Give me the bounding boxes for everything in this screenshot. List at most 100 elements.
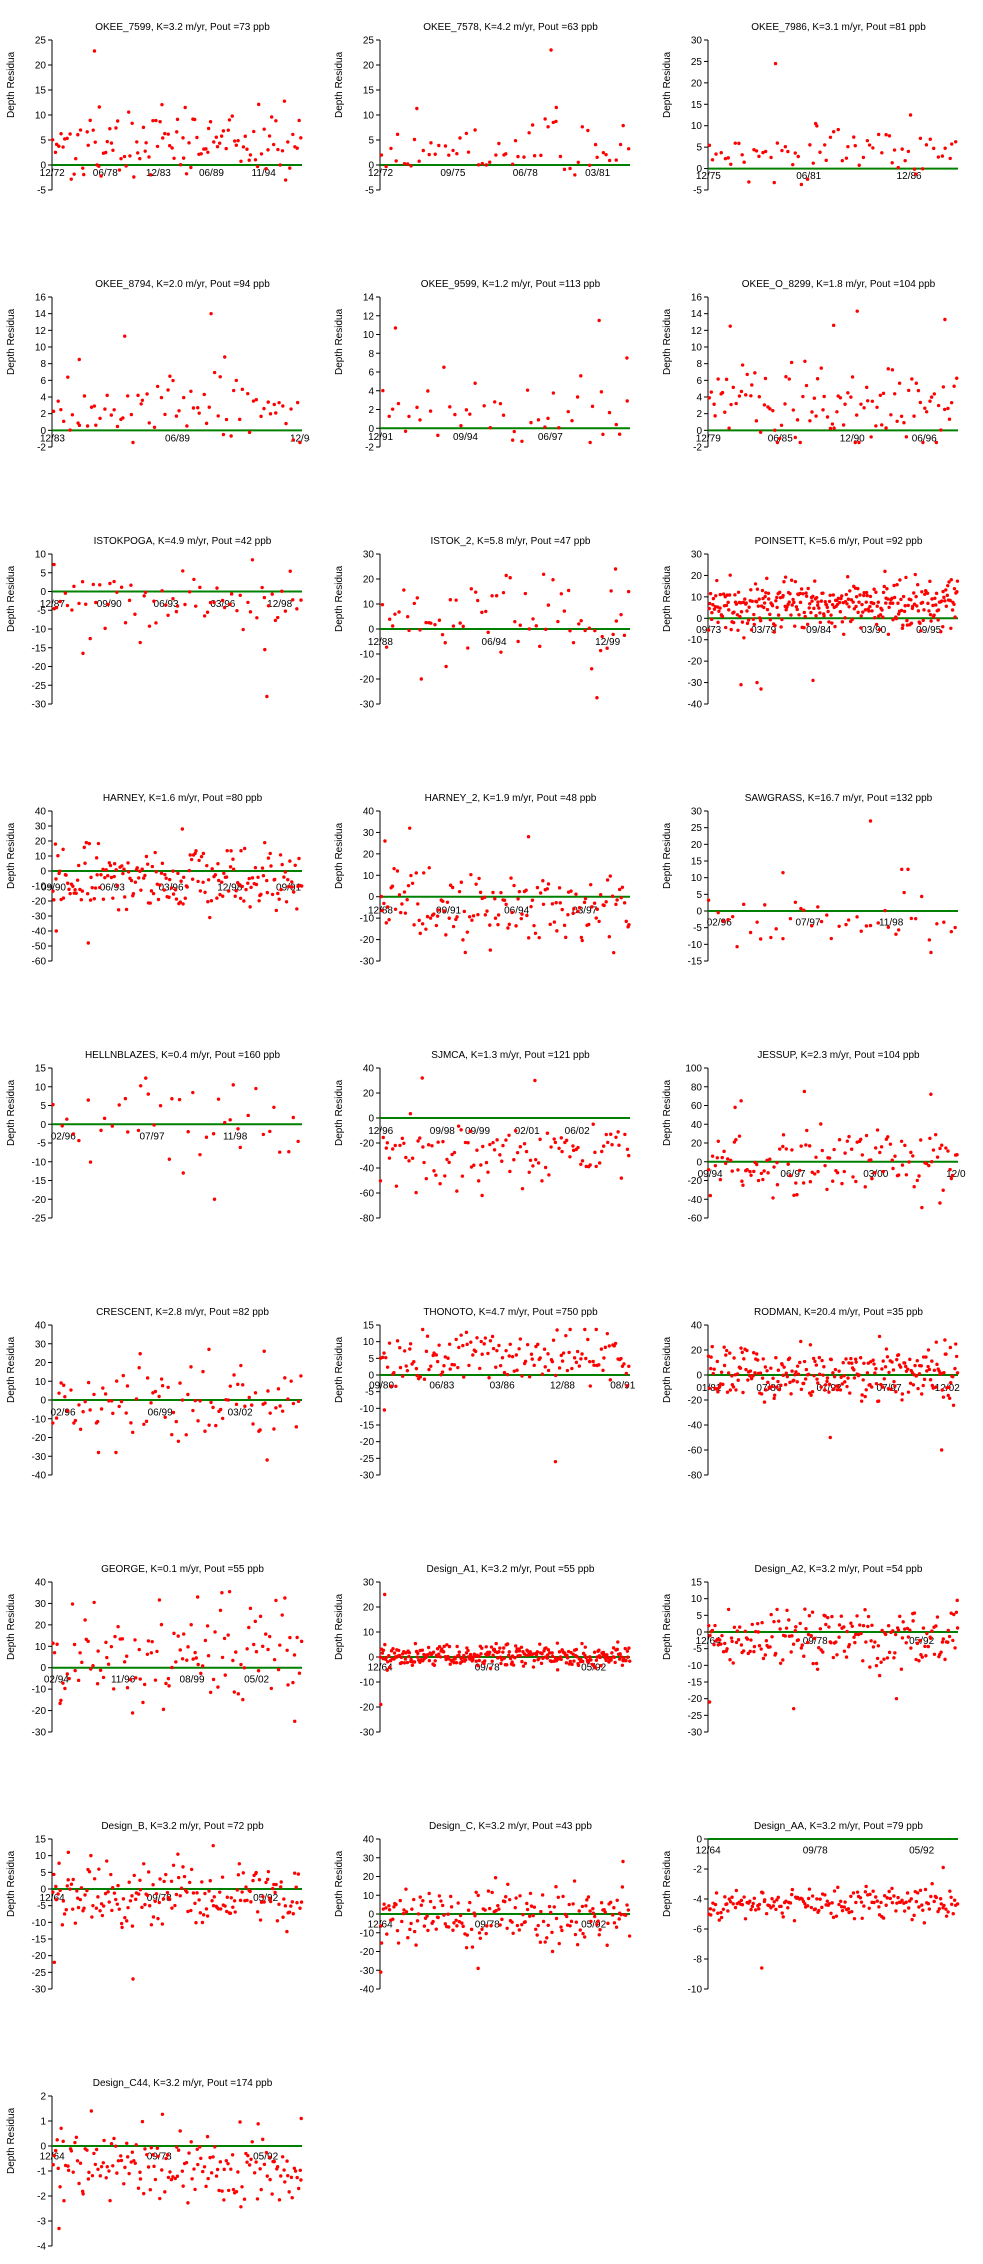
- data-point: [229, 1896, 233, 1900]
- data-point: [471, 1353, 475, 1357]
- data-point: [598, 1655, 602, 1660]
- data-point: [133, 880, 138, 884]
- data-point: [816, 1381, 820, 1385]
- data-point: [738, 1625, 742, 1629]
- data-point: [729, 627, 733, 632]
- data-point: [784, 608, 788, 612]
- data-point: [883, 1365, 888, 1369]
- data-point: [551, 578, 555, 582]
- data-point: [556, 619, 560, 624]
- data-point: [498, 1646, 502, 1650]
- data-point: [939, 1902, 943, 1906]
- data-point: [290, 885, 294, 889]
- data-point: [837, 600, 842, 605]
- data-point: [172, 1631, 176, 1636]
- data-point: [105, 1859, 109, 1863]
- data-point: [254, 882, 259, 887]
- data-point: [253, 865, 258, 870]
- data-point: [176, 1439, 181, 1444]
- data-point: [203, 890, 207, 895]
- data-point: [784, 375, 788, 379]
- data-point: [142, 594, 146, 598]
- data-point: [927, 1163, 931, 1168]
- data-point: [164, 876, 168, 880]
- data-point: [735, 944, 739, 949]
- data-point: [209, 2171, 214, 2175]
- data-point: [486, 1170, 490, 1174]
- data-point: [896, 601, 900, 605]
- data-point: [900, 626, 905, 630]
- data-point: [114, 1450, 118, 1455]
- data-point: [109, 875, 114, 880]
- data-point: [453, 412, 457, 417]
- data-point: [759, 1647, 763, 1651]
- data-point: [575, 1349, 580, 1354]
- data-point: [619, 1912, 623, 1917]
- data-point: [159, 871, 164, 875]
- data-point: [577, 1364, 582, 1368]
- data-point: [81, 166, 85, 170]
- data-point: [758, 937, 763, 941]
- data-point: [825, 605, 829, 610]
- data-point: [455, 915, 459, 919]
- data-point: [541, 879, 545, 883]
- data-point: [623, 1132, 627, 1137]
- data-point: [512, 429, 516, 434]
- data-point: [292, 1653, 297, 1657]
- data-point: [126, 870, 131, 874]
- data-point: [296, 1139, 300, 1144]
- data-point: [564, 1661, 569, 1665]
- data-point: [567, 1662, 572, 1666]
- data-point: [123, 334, 127, 338]
- data-point: [479, 1339, 483, 1344]
- data-point: [954, 1342, 958, 1346]
- data-point: [142, 1422, 146, 1426]
- data-point: [286, 2173, 290, 2178]
- y-tick-label: 10: [35, 1377, 47, 1388]
- y-tick-label: 12: [691, 326, 703, 337]
- data-point: [415, 1919, 420, 1923]
- data-point: [234, 1402, 239, 1407]
- data-point: [839, 1375, 843, 1379]
- data-point: [72, 1421, 76, 1425]
- data-point: [584, 1356, 588, 1361]
- data-point: [228, 1911, 233, 1916]
- data-point: [254, 398, 258, 402]
- data-point: [240, 2185, 244, 2189]
- data-point: [391, 1917, 395, 1921]
- data-point: [777, 436, 782, 441]
- data-point: [576, 909, 580, 914]
- data-point: [845, 1629, 849, 1634]
- y-tick-label: 10: [691, 121, 703, 132]
- data-point: [407, 1651, 412, 1655]
- data-point: [136, 151, 140, 155]
- data-point: [416, 1651, 420, 1656]
- data-point: [213, 2145, 217, 2149]
- data-point: [380, 602, 385, 607]
- data-point: [886, 597, 890, 601]
- data-point: [215, 144, 220, 149]
- data-point: [904, 575, 908, 580]
- data-point: [890, 1360, 894, 1364]
- data-point: [457, 1920, 462, 1924]
- y-tick-label: -2: [693, 1865, 702, 1876]
- y-tick-label: -20: [360, 675, 375, 686]
- data-point: [914, 1899, 919, 1904]
- data-point: [837, 1902, 841, 1907]
- data-point: [124, 907, 129, 912]
- data-point: [447, 1160, 451, 1165]
- data-point: [155, 882, 159, 886]
- data-point: [955, 1626, 960, 1630]
- data-point: [725, 1157, 730, 1161]
- data-point: [751, 1901, 755, 1906]
- data-point: [75, 1889, 79, 1893]
- y-tick-label: 30: [363, 1578, 375, 1589]
- data-point: [383, 1642, 387, 1647]
- data-point: [244, 887, 248, 892]
- data-point: [613, 1660, 617, 1665]
- data-point: [907, 1160, 911, 1164]
- data-point: [272, 1427, 276, 1431]
- data-point: [285, 1648, 289, 1653]
- data-point: [295, 607, 299, 611]
